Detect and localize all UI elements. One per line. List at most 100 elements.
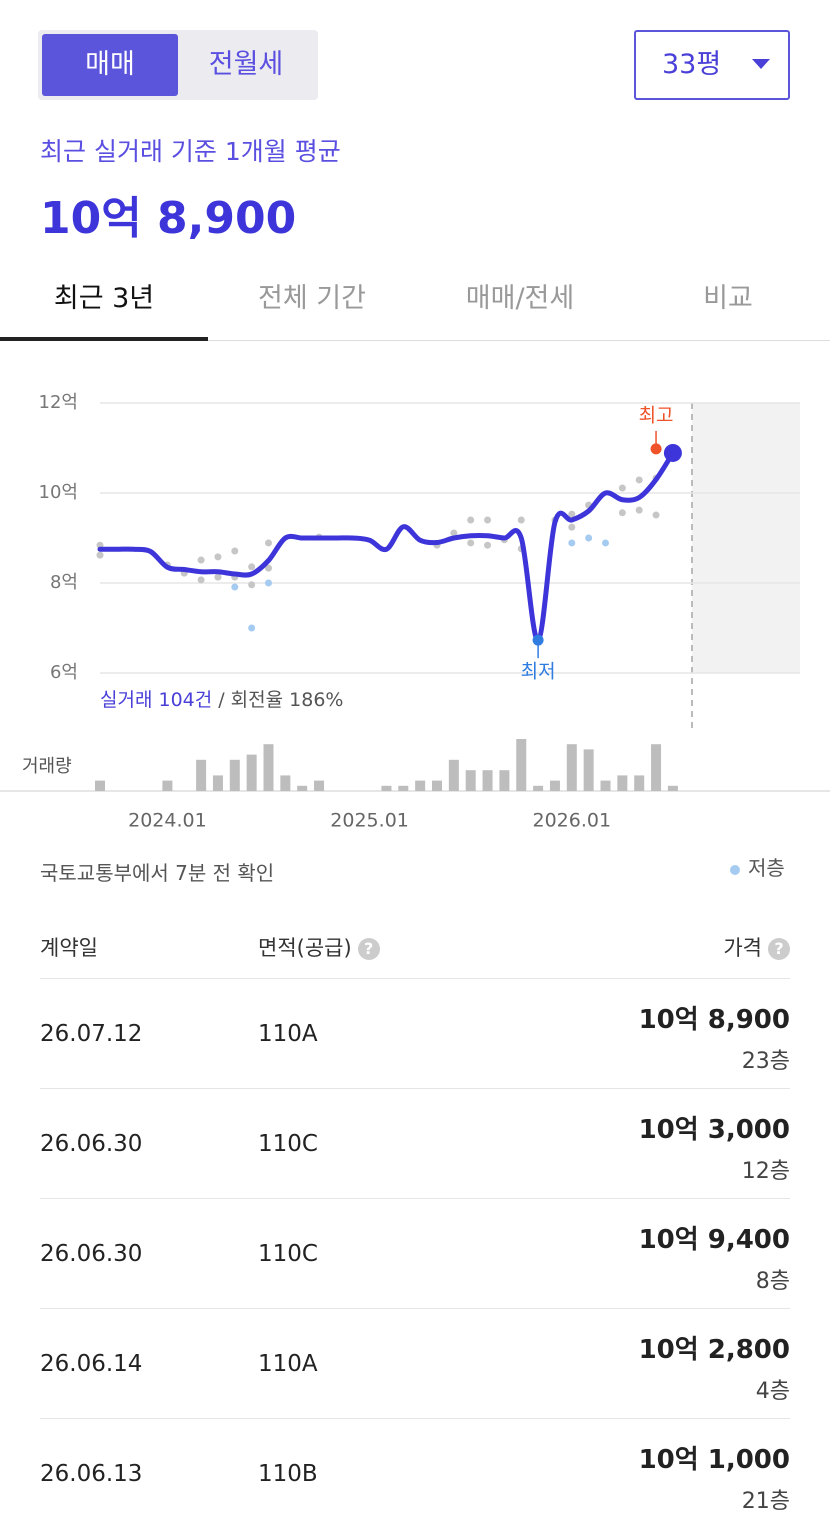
volume-bar — [95, 780, 105, 791]
floor: 23층 — [741, 1049, 790, 1074]
annotation-point — [532, 634, 544, 646]
toggle-option[interactable]: 전월세 — [208, 49, 284, 80]
tab[interactable]: 비교 — [703, 283, 753, 314]
deal-point — [214, 573, 222, 581]
volume-bar — [280, 775, 291, 791]
deal-point — [450, 529, 458, 537]
deal-point — [568, 510, 576, 518]
volume-bar — [381, 785, 392, 791]
contract-date: 26.06.14 — [40, 1351, 143, 1377]
price-line — [97, 450, 676, 643]
trade-toggle: 매매 전월세 — [38, 30, 318, 100]
dropdown-arrow — [752, 59, 770, 69]
deal-count: 실거래 104건 — [100, 689, 212, 711]
volume-bar — [533, 785, 544, 791]
deal-point — [248, 624, 256, 632]
area: 110A — [258, 1021, 318, 1047]
table-header: 가격? — [723, 932, 790, 962]
volume-bar — [398, 785, 409, 791]
contract-date: 26.06.30 — [40, 1241, 143, 1267]
future-region — [692, 403, 800, 673]
price: 10억 2,800 — [638, 1335, 790, 1365]
volume-bar — [448, 759, 459, 791]
contract-date: 26.06.30 — [40, 1131, 143, 1157]
volume-bar — [212, 775, 223, 791]
header-text: 면적(공급) — [258, 936, 352, 960]
help-icon[interactable]: ? — [768, 938, 790, 960]
deal-point — [197, 576, 205, 584]
legend: 저층 — [730, 852, 785, 881]
volume-bar — [314, 780, 325, 791]
source-note: 국토교통부에서 7분 전 확인 — [40, 861, 275, 885]
floor: 21층 — [741, 1489, 790, 1514]
summary-price: 10억 8,900 — [40, 193, 297, 244]
volume-bar — [482, 770, 493, 791]
deal-point — [585, 534, 593, 542]
table-header: 계약일 — [40, 936, 98, 960]
volume-bar — [263, 744, 274, 791]
deal-point — [231, 583, 239, 591]
price: 10억 9,400 — [638, 1225, 790, 1255]
contract-date: 26.06.13 — [40, 1461, 143, 1487]
help-icon[interactable]: ? — [357, 938, 380, 960]
size-label: 33평 — [662, 49, 722, 80]
floor: 4층 — [755, 1379, 790, 1404]
contract-date: 26.07.12 — [40, 1021, 143, 1047]
deal-point — [517, 516, 525, 524]
x-tick-label: 2026.01 — [533, 810, 612, 832]
volume-bar — [465, 770, 476, 791]
deal-point — [484, 541, 492, 549]
volume-bar — [600, 780, 611, 791]
price: 10억 1,000 — [638, 1445, 790, 1475]
latest-point — [663, 443, 682, 462]
deal-point — [568, 539, 576, 547]
annotation-point — [650, 443, 662, 455]
deal-row[interactable]: 26.06.30 110C 10억 9,400 8층 — [40, 1198, 790, 1309]
deal-point — [618, 484, 626, 492]
deal-point — [635, 476, 643, 484]
volume-bar — [566, 744, 577, 791]
tab[interactable]: 최근 3년 — [53, 283, 155, 314]
deal-point — [96, 551, 104, 559]
volume-bar — [229, 759, 240, 791]
volume-label: 거래량 — [22, 756, 72, 777]
volume-bar — [583, 749, 594, 791]
x-tick-label: 2025.01 — [330, 810, 409, 832]
deal-point — [618, 509, 626, 517]
volume-bar — [516, 739, 527, 791]
deal-point — [248, 563, 256, 571]
annotation-label: 최저 — [521, 661, 556, 683]
toggle-option[interactable]: 매매 — [42, 34, 178, 96]
deal-point — [484, 516, 492, 524]
area: 110C — [258, 1241, 318, 1267]
table-header: 면적(공급)? — [258, 932, 380, 962]
tab[interactable]: 매매/전세 — [465, 283, 575, 314]
floor: 8층 — [755, 1269, 790, 1294]
tab[interactable]: 전체 기간 — [258, 283, 366, 314]
deal-row[interactable]: 26.06.30 110C 10억 3,000 12층 — [40, 1088, 790, 1199]
area: 110B — [258, 1461, 318, 1487]
active-tab-indicator — [0, 337, 208, 341]
y-tick-label: 10억 — [39, 482, 78, 503]
area: 110A — [258, 1351, 318, 1377]
deal-point — [568, 523, 576, 531]
volume-bar — [297, 785, 308, 791]
deal-point — [214, 553, 222, 561]
x-tick-label: 2024.01 — [128, 810, 207, 832]
deal-row[interactable]: 26.07.12 110A 10억 8,900 23층 — [40, 978, 790, 1089]
size-dropdown[interactable]: 33평 — [634, 30, 790, 100]
legend-label: 저층 — [748, 856, 785, 880]
volume-bar — [162, 780, 173, 791]
deal-row[interactable]: 26.06.13 110B 10억 1,000 21층 — [40, 1418, 790, 1529]
area: 110C — [258, 1131, 318, 1157]
y-tick-label: 6억 — [50, 662, 78, 683]
turnover: / 회전율 186% — [218, 689, 343, 711]
volume-bar — [617, 775, 628, 791]
deal-row[interactable]: 26.06.14 110A 10억 2,800 4층 — [40, 1308, 790, 1419]
summary-label: 최근 실거래 기준 1개월 평균 — [40, 137, 341, 166]
deal-point — [265, 564, 272, 572]
volume-bar — [634, 775, 645, 791]
deal-point — [652, 511, 660, 519]
header-text: 가격 — [723, 936, 762, 960]
